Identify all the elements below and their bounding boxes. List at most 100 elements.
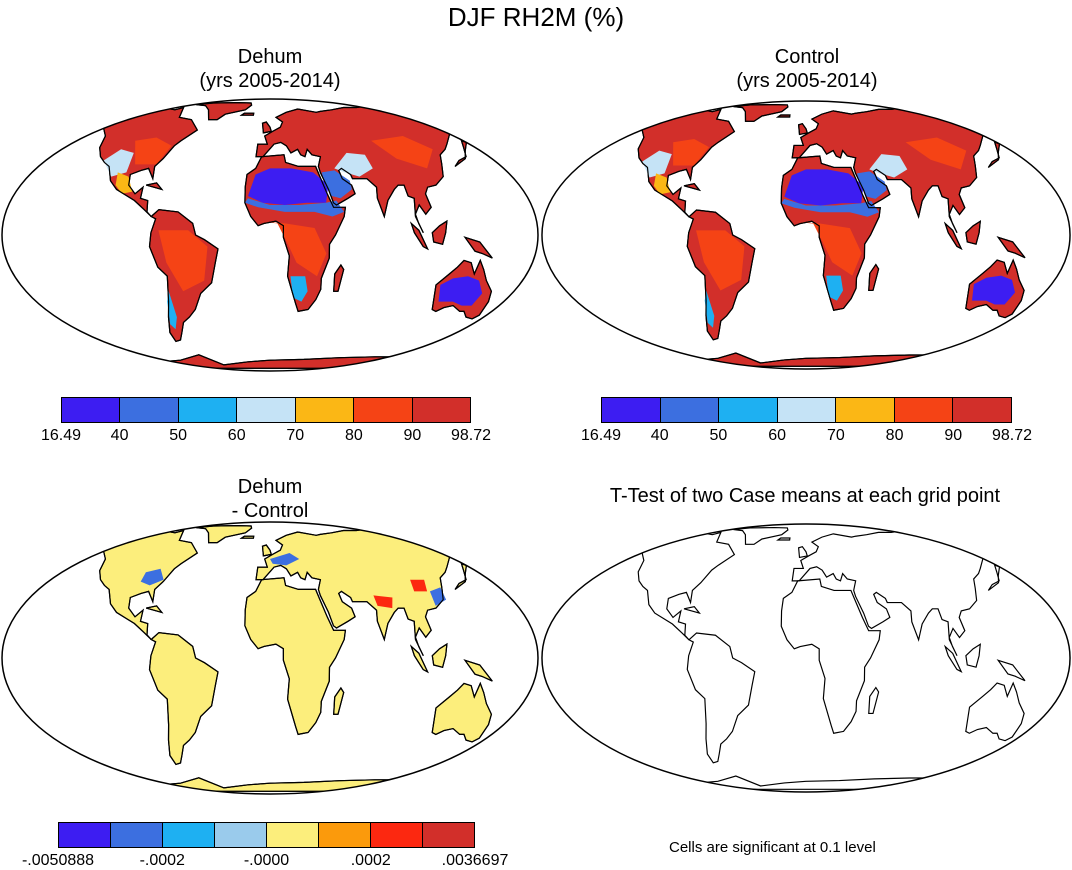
central-africa-band <box>791 221 862 276</box>
australia-dry-band <box>438 276 483 306</box>
south-america-outline-coast <box>148 208 219 343</box>
sumatra-outline-coast <box>943 221 963 251</box>
new-guinea-outline-coast <box>463 659 493 682</box>
britain-outline-coast <box>261 544 273 557</box>
panel-control-title: Control (yrs 2005-2014) <box>667 45 947 93</box>
colorbar-swatch <box>719 398 778 422</box>
amazon-band <box>158 230 208 292</box>
colorbar-label: 70 <box>286 427 305 444</box>
borneo-outline <box>431 642 448 669</box>
panel-ttest-title: T-Test of two Case means at each grid po… <box>609 485 1001 507</box>
mexico-band <box>115 172 133 194</box>
cuba-outline-coast <box>146 182 164 191</box>
us-east-band <box>135 137 172 165</box>
colorbar-label: 60 <box>227 427 246 444</box>
colorbar-swatch <box>836 398 895 422</box>
colorbar-swatch <box>777 398 837 422</box>
colorbar-swatch <box>237 398 296 422</box>
diff-europe-blue <box>270 553 300 566</box>
north-america-outline <box>600 531 736 641</box>
britain-outline-coast <box>797 122 809 136</box>
australia-outline <box>965 681 1025 742</box>
panel-dehum-title-line2: (yrs 2005-2014) <box>199 70 341 92</box>
borneo-outline <box>965 220 981 245</box>
significance-note: Cells are significant at 0.1 level <box>669 839 876 856</box>
us-southwest-band <box>642 150 672 178</box>
cuba-outline-coast <box>683 183 702 192</box>
patagonia-dry-band <box>704 290 715 328</box>
colorbar-swatch <box>120 398 179 422</box>
antarctica-outline <box>607 352 1005 367</box>
new-zealand-outline-coast <box>1024 309 1051 331</box>
dehum-colorbar <box>61 397 471 423</box>
japan-outline-coast <box>987 141 1001 168</box>
map-border <box>1 521 539 795</box>
eurasia-outline-coast <box>791 106 1016 233</box>
south-america-outline <box>686 632 756 764</box>
colorbar-swatch <box>602 398 661 422</box>
borneo-outline-coast <box>431 642 448 669</box>
map-content <box>61 524 519 792</box>
new-guinea-outline <box>463 659 493 682</box>
diff-china-red <box>410 579 428 592</box>
colorbar-label: 98.72 <box>991 427 1033 444</box>
new-guinea-outline-coast <box>996 236 1026 259</box>
africa-outline-coast <box>780 155 881 311</box>
new-zealand-outline <box>1024 309 1051 331</box>
map-border <box>541 523 1071 793</box>
iceland-outline <box>776 537 791 541</box>
new-guinea-outline <box>996 236 1026 259</box>
north-america-outline-coast <box>61 106 199 217</box>
panel-control-title-line2: (yrs 2005-2014) <box>736 70 878 92</box>
colorbar-label: 90 <box>403 427 422 444</box>
south-america-outline-coast <box>148 631 219 766</box>
antarctica-outline <box>607 775 1005 790</box>
control-colorbar <box>601 397 1012 423</box>
antarctica-outline <box>68 354 472 369</box>
colorbar-label: 50 <box>709 427 728 444</box>
sahara-dry-band <box>248 168 329 205</box>
colorbar-swatch <box>354 398 413 422</box>
us-east-band <box>673 138 710 166</box>
colorbar-swatch <box>62 398 121 422</box>
japan-outline-coast <box>454 562 468 590</box>
map-content <box>600 103 1051 367</box>
iceland-outline-coast <box>239 535 255 539</box>
greenland-outline-coast <box>196 524 253 544</box>
southern-africa-dry-band <box>290 276 308 302</box>
new-guinea-outline <box>463 236 493 259</box>
panel-diff-title-line1: Dehum <box>237 476 303 498</box>
japan-outline-coast <box>454 139 468 167</box>
australia-outline-coast <box>965 258 1025 319</box>
colorbar-label: 90 <box>944 427 963 444</box>
mexico-band <box>653 173 671 195</box>
diff-colorbar <box>58 822 475 848</box>
sahel-band <box>781 198 880 217</box>
panel-dehum-title-line1: Dehum <box>237 46 303 68</box>
colorbar-swatch <box>319 823 371 847</box>
diff-india-red <box>373 595 393 609</box>
panel-dehum-title: Dehum (yrs 2005-2014) <box>130 45 410 93</box>
colorbar-swatch <box>660 398 720 422</box>
eurasia-outline-coast <box>255 527 483 656</box>
sahel-band <box>244 198 345 217</box>
panel-diff-title: Dehum - Control <box>130 475 410 523</box>
colorbar-swatch <box>59 823 111 847</box>
borneo-outline-coast <box>431 219 448 246</box>
control-map <box>541 100 1071 370</box>
japan-outline <box>987 564 1001 591</box>
amazon-band <box>696 230 745 291</box>
sumatra-outline-coast <box>410 644 429 674</box>
colorbar-swatch <box>267 823 319 847</box>
new-zealand-outline <box>492 733 519 755</box>
map-border <box>1 98 539 372</box>
greenland-outline <box>733 526 789 545</box>
panel-diff-title-line2: - Control <box>231 500 309 522</box>
iceland-outline-coast <box>776 114 791 118</box>
sahara-dry-band <box>784 169 864 206</box>
madagascar-outline-coast <box>333 686 345 715</box>
new-guinea-outline <box>996 659 1026 682</box>
greenland-outline-coast <box>733 103 789 122</box>
africa-outline <box>780 578 881 734</box>
colorbar-label: 40 <box>110 427 129 444</box>
